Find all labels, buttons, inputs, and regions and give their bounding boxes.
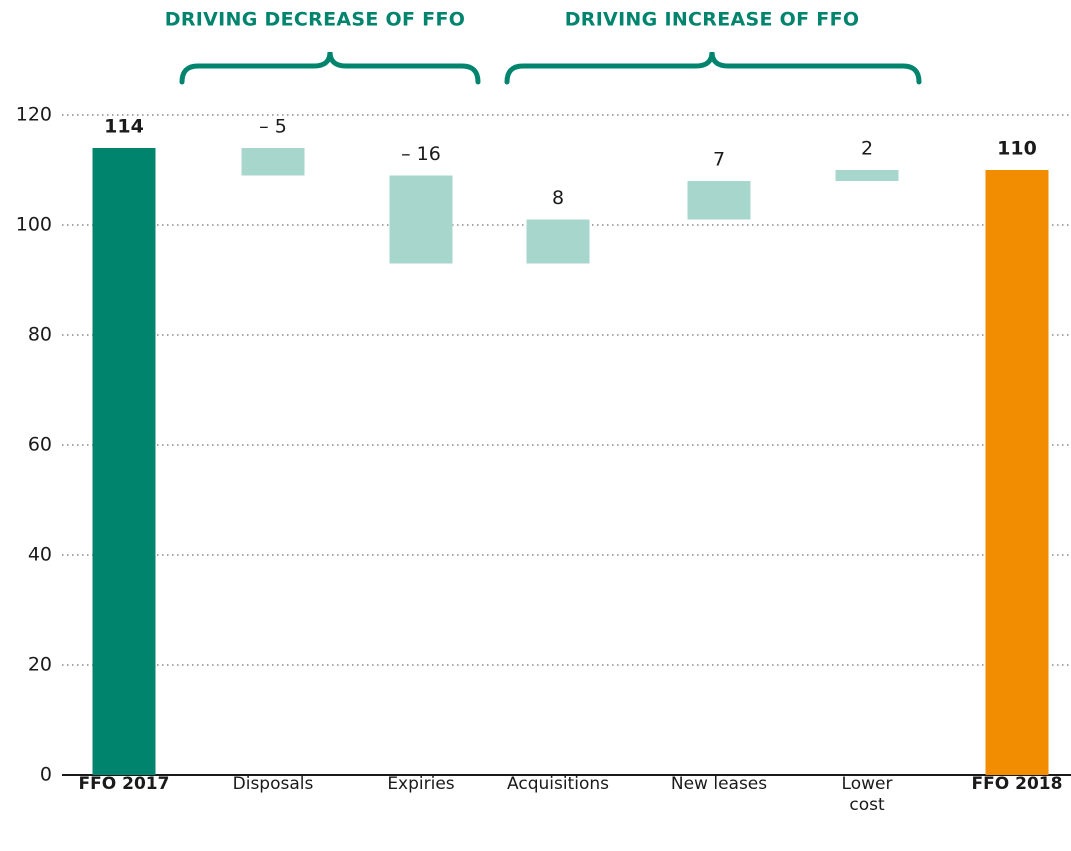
annotation: DRIVING INCREASE OF FFO (565, 9, 860, 31)
bar (92, 148, 156, 775)
x-tick-label: FFO 2017 (78, 774, 170, 794)
y-tick-label: 60 (28, 434, 52, 456)
x-tick-label: Acquisitions (507, 774, 609, 794)
bar (389, 175, 453, 264)
annotation: DRIVING DECREASE OF FFO (165, 9, 465, 31)
value-label: 8 (552, 187, 564, 209)
value-label: – 5 (259, 116, 287, 138)
value-label: 110 (997, 138, 1037, 160)
value-label: – 16 (401, 143, 441, 165)
value-label: 2 (861, 138, 873, 160)
y-tick-label: 20 (28, 654, 52, 676)
x-tick-label: New leases (670, 774, 768, 794)
y-tick-label: 120 (16, 104, 52, 126)
x-tick-label: Disposals (232, 774, 314, 794)
bar (985, 170, 1049, 775)
x-tick-label: FFO 2018 (971, 774, 1063, 794)
y-tick-label: 100 (16, 214, 52, 236)
brace (504, 51, 922, 85)
x-tick-label: Expiries (387, 774, 455, 794)
bar (241, 148, 305, 176)
value-label: 7 (713, 149, 725, 171)
bar (687, 181, 751, 220)
bar (526, 219, 590, 264)
y-tick-label: 80 (28, 324, 52, 346)
x-tick-label: Lower cost (841, 774, 893, 815)
brace (179, 51, 481, 85)
bar (835, 170, 899, 181)
y-tick-label: 0 (40, 764, 52, 786)
y-tick-label: 40 (28, 544, 52, 566)
value-label: 114 (104, 116, 144, 138)
